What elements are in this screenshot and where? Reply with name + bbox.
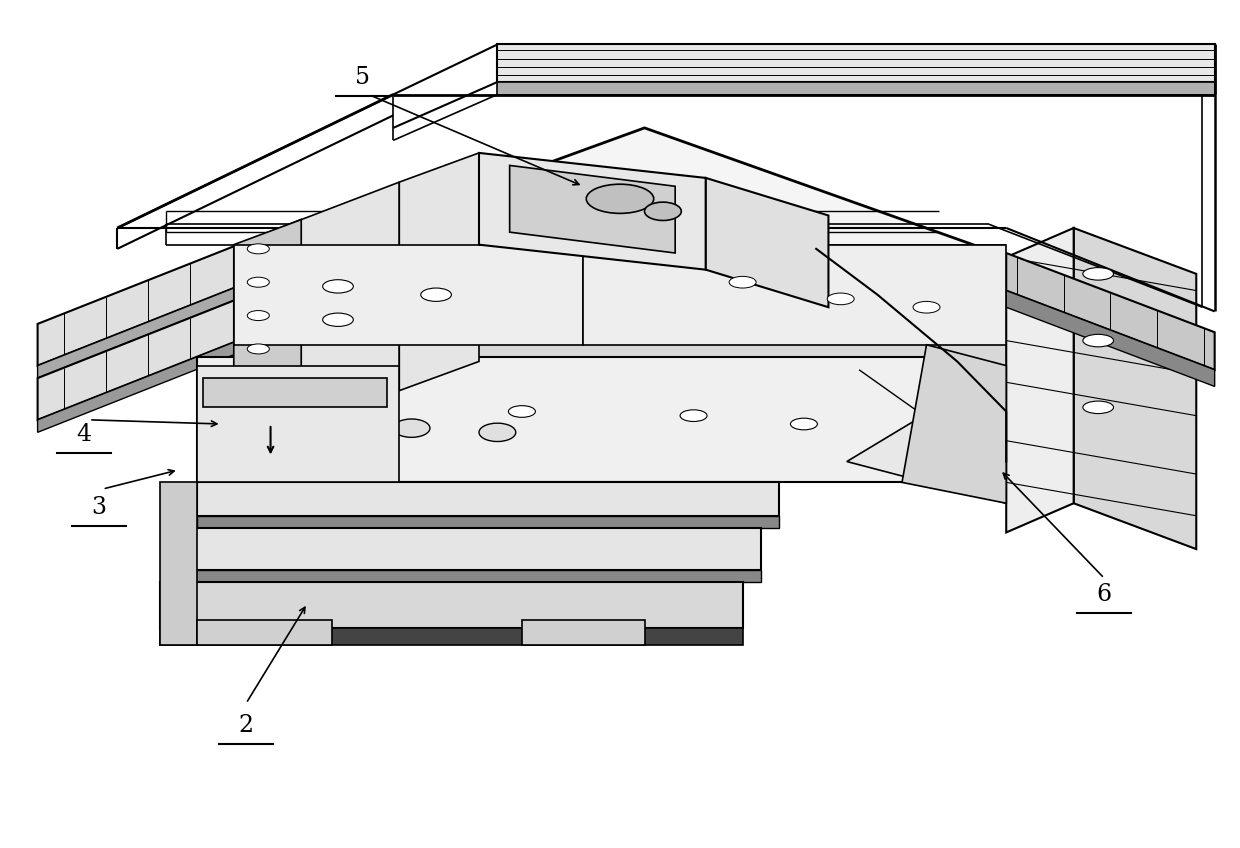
Text: 6: 6: [1096, 583, 1112, 606]
Ellipse shape: [1083, 268, 1114, 280]
Polygon shape: [37, 274, 301, 420]
Polygon shape: [160, 628, 743, 645]
Polygon shape: [197, 483, 780, 516]
Ellipse shape: [790, 418, 817, 430]
Text: 4: 4: [77, 423, 92, 446]
Ellipse shape: [479, 423, 516, 442]
Polygon shape: [234, 220, 301, 453]
Polygon shape: [901, 345, 1006, 503]
Polygon shape: [497, 44, 1215, 82]
Polygon shape: [203, 378, 387, 407]
Ellipse shape: [827, 293, 854, 304]
Ellipse shape: [680, 410, 707, 421]
Polygon shape: [301, 182, 399, 428]
Ellipse shape: [587, 184, 653, 214]
Polygon shape: [510, 165, 675, 253]
Ellipse shape: [322, 313, 353, 326]
Polygon shape: [479, 153, 706, 270]
Polygon shape: [197, 357, 926, 483]
Polygon shape: [234, 245, 583, 345]
Polygon shape: [1006, 291, 1215, 387]
Polygon shape: [197, 365, 399, 483]
Ellipse shape: [729, 276, 756, 288]
Polygon shape: [399, 153, 479, 391]
Polygon shape: [522, 620, 645, 645]
Ellipse shape: [247, 382, 269, 392]
Ellipse shape: [247, 310, 269, 321]
Polygon shape: [118, 128, 1184, 511]
Text: 5: 5: [355, 66, 370, 89]
Polygon shape: [160, 583, 743, 628]
Polygon shape: [583, 245, 1006, 345]
Ellipse shape: [247, 244, 269, 254]
Ellipse shape: [913, 301, 940, 313]
Ellipse shape: [1083, 334, 1114, 347]
Polygon shape: [497, 82, 1215, 94]
Polygon shape: [234, 341, 1006, 365]
Ellipse shape: [247, 277, 269, 287]
Ellipse shape: [508, 405, 536, 417]
Ellipse shape: [337, 401, 363, 413]
Ellipse shape: [393, 419, 430, 438]
Polygon shape: [706, 178, 828, 307]
Polygon shape: [179, 528, 761, 570]
Polygon shape: [197, 516, 780, 528]
Polygon shape: [37, 220, 301, 365]
Polygon shape: [1006, 253, 1215, 370]
Polygon shape: [37, 315, 301, 432]
Polygon shape: [1006, 228, 1074, 533]
Polygon shape: [160, 483, 197, 645]
Ellipse shape: [420, 288, 451, 301]
Ellipse shape: [322, 280, 353, 293]
Polygon shape: [37, 261, 301, 378]
Text: 3: 3: [92, 496, 107, 519]
Ellipse shape: [247, 344, 269, 354]
Polygon shape: [197, 620, 332, 645]
Ellipse shape: [1083, 401, 1114, 414]
Polygon shape: [847, 365, 1006, 503]
Polygon shape: [179, 570, 761, 583]
Text: 2: 2: [238, 715, 254, 738]
Ellipse shape: [645, 202, 681, 220]
Polygon shape: [1074, 228, 1197, 550]
